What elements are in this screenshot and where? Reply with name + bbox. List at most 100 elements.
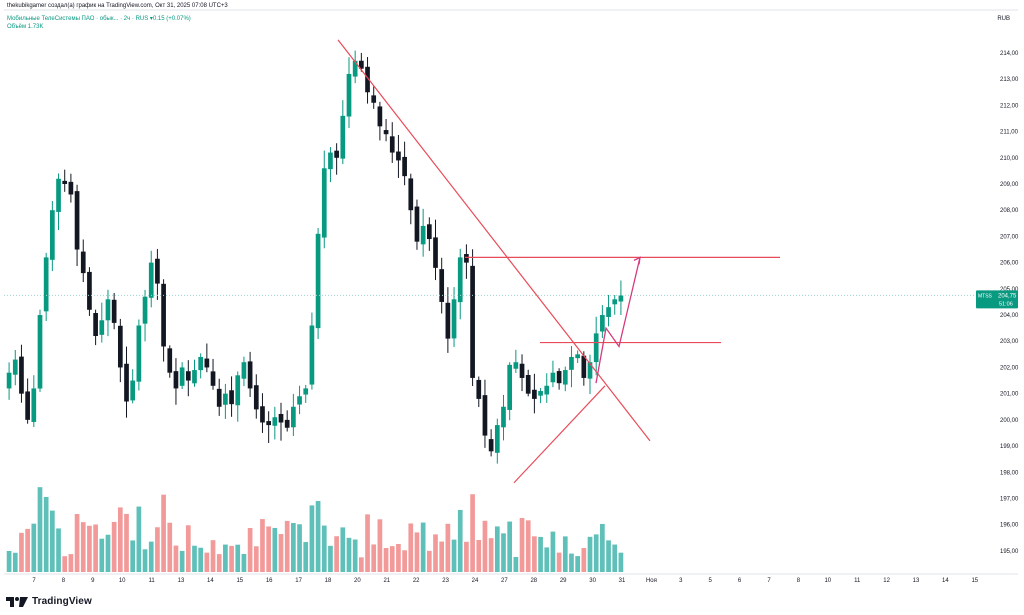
candle-body: [68, 181, 74, 195]
volume-bar: [278, 534, 284, 572]
price-tick-label: 195,00: [1000, 549, 1019, 555]
volume-bar: [587, 536, 593, 572]
volume-bar: [488, 538, 494, 572]
volume-bar: [216, 554, 222, 572]
volume-bar: [74, 513, 80, 572]
candle-body: [87, 271, 92, 310]
volume-bar: [105, 534, 111, 572]
candle-body: [179, 367, 185, 386]
candle-body: [544, 385, 550, 395]
volume-bar: [550, 531, 556, 572]
candle-body: [210, 371, 216, 386]
price-tag-ticker: MTSS: [978, 293, 993, 299]
candle-body: [235, 375, 241, 406]
candle-body: [198, 356, 204, 371]
time-axis[interactable]: 7 8 9 10 11 13 14 15 16 17 18 20 21 22 23 24 27 28 29 30 31 Н…: [32, 578, 978, 584]
drawing-tools[interactable]: [4, 39, 976, 484]
candle-body: [538, 391, 543, 396]
candle-body: [50, 210, 55, 260]
candle-body: [433, 237, 438, 268]
volume-bar: [167, 522, 173, 572]
volume-label[interactable]: Объём 1.73K: [7, 24, 44, 30]
volume-bar: [43, 496, 49, 572]
candle-body: [124, 363, 129, 402]
time-tick-label: 7: [767, 578, 771, 584]
volume-bar: [352, 539, 358, 572]
price-tick-label: 210,00: [1000, 156, 1019, 162]
candle-body: [581, 355, 587, 378]
candle-body: [303, 388, 309, 395]
symbol-info-line[interactable]: Мобильные ТелеСистемы ПАО · обык... · 2ч…: [7, 16, 191, 22]
volume-bar: [396, 543, 401, 572]
volume-bar: [19, 532, 24, 572]
volume-bar: [204, 552, 210, 572]
candle-body: [253, 385, 259, 410]
currency-label: RUB: [997, 16, 1010, 22]
candle-body: [117, 325, 123, 368]
candle-body: [593, 333, 599, 363]
candle-body: [105, 299, 111, 321]
projection-path[interactable]: [595, 257, 641, 384]
time-tick-label: 10: [119, 578, 126, 584]
price-tick-label: 205,00: [1000, 287, 1019, 293]
price-tick-label: 214,00: [1000, 51, 1019, 57]
candle-body: [12, 359, 18, 375]
candle-body: [130, 380, 136, 401]
descending-trendline[interactable]: [337, 39, 651, 442]
volume-bar: [210, 540, 216, 572]
volume-bar: [192, 545, 197, 572]
candle-body: [247, 361, 253, 389]
volume-bar: [223, 544, 228, 572]
volume-bar: [12, 552, 18, 572]
volume-bar: [68, 554, 74, 572]
candle-body: [352, 60, 358, 77]
volume-bar: [383, 547, 389, 572]
volume-bar: [99, 538, 105, 572]
volume-bar: [155, 527, 160, 572]
volume-bar: [148, 541, 154, 572]
candle-body: [618, 295, 624, 302]
price-axis[interactable]: 195,00 196,00 197,00 198,00 199,00 200,00 201,…: [1000, 51, 1019, 555]
price-tick-label: 200,00: [1000, 418, 1019, 424]
candle-body: [612, 299, 618, 305]
candle-body: [420, 225, 426, 245]
price-tag-bg: [976, 290, 1018, 309]
time-tick-label: 13: [178, 578, 185, 584]
candle-body: [389, 136, 395, 153]
volume-bar: [414, 532, 420, 572]
volume-bar: [37, 487, 43, 572]
volume-bar: [117, 507, 123, 572]
candle-body: [37, 315, 43, 389]
volume-bar: [575, 556, 580, 572]
volume-bar: [569, 553, 574, 572]
ascending-trendline[interactable]: [513, 385, 606, 484]
volume-bar: [532, 536, 537, 572]
time-tick-label: 30: [589, 578, 596, 584]
candle-body: [414, 206, 420, 242]
candle-body: [284, 419, 290, 428]
volume-bar: [562, 536, 568, 572]
volume-bar: [426, 550, 432, 572]
price-tick-label: 204,00: [1000, 313, 1019, 319]
price-tick-label: 201,00: [1000, 392, 1019, 398]
candle-body: [148, 262, 154, 298]
candle-body: [19, 356, 24, 394]
candle-body: [507, 364, 513, 410]
candle-body: [161, 283, 166, 347]
candle-body: [328, 152, 333, 170]
volume-bar: [111, 521, 117, 572]
volume-bar: [470, 494, 475, 572]
candle-body: [266, 421, 271, 426]
volume-bar: [284, 520, 290, 572]
candle-body: [216, 388, 222, 407]
projection-arrow-head: [633, 256, 641, 265]
chart-grid: [4, 9, 1018, 575]
time-tick-label: 15: [971, 578, 978, 584]
candle-body: [99, 320, 105, 335]
candle-body: [173, 371, 179, 389]
volume-bar: [142, 549, 148, 572]
candle-body: [371, 95, 377, 103]
time-tick-label: Ноя: [646, 578, 657, 584]
candle-body: [346, 73, 352, 117]
